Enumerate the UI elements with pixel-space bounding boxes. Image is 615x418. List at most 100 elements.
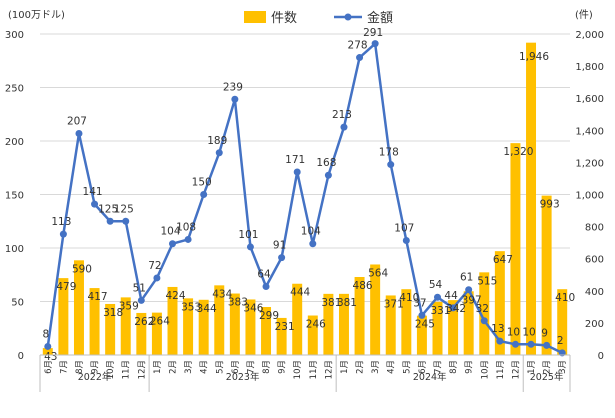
line-point xyxy=(44,342,52,350)
line-data-label: 61 xyxy=(460,272,473,284)
bar-data-label: 479 xyxy=(56,281,76,293)
line-point xyxy=(496,337,504,345)
bar-data-label: 444 xyxy=(290,287,310,299)
bar xyxy=(167,286,178,355)
bar xyxy=(151,312,162,355)
month-label: 8月 xyxy=(75,360,85,374)
month-label: 5月 xyxy=(215,360,225,374)
bar-data-label: 410 xyxy=(555,292,575,304)
left-tick-label: 0 xyxy=(18,351,24,362)
month-label: 2月 xyxy=(543,360,553,374)
bar-data-label: 1,946 xyxy=(519,51,549,63)
bar xyxy=(432,301,443,355)
year-label: 2025年 xyxy=(530,371,564,383)
month-label: 10月 xyxy=(293,360,303,379)
month-label: 4月 xyxy=(387,360,397,374)
bar xyxy=(526,42,537,356)
line-point xyxy=(200,191,208,198)
bar xyxy=(338,293,349,355)
legend-bar-label: 件数 xyxy=(271,11,297,26)
right-axis-unit: (件) xyxy=(575,9,593,21)
line-data-label: 32 xyxy=(476,303,489,315)
line-data-labels: 8113207141125125517210410815018923910164… xyxy=(42,27,563,347)
bar xyxy=(463,291,474,355)
bar-data-label: 397 xyxy=(462,294,482,306)
line-data-label: 101 xyxy=(238,229,258,241)
month-label: 4月 xyxy=(200,360,210,374)
line-point xyxy=(91,200,99,208)
bar-data-label: 564 xyxy=(368,267,388,279)
left-tick-label: 250 xyxy=(5,84,24,95)
month-label: 7月 xyxy=(434,360,444,374)
month-label: 12月 xyxy=(137,360,147,379)
bar-data-label: 331 xyxy=(430,305,450,317)
bar-data-label: 1,320 xyxy=(503,146,533,158)
month-label: 2月 xyxy=(356,360,366,374)
year-label: 2022年 xyxy=(78,371,112,383)
month-label: 6月 xyxy=(231,360,241,374)
line-data-label: 239 xyxy=(223,81,243,93)
bar-data-label: 381 xyxy=(321,297,341,309)
bar xyxy=(42,348,53,355)
bar-data-labels: 4347959041731835926226442435334443438334… xyxy=(44,51,575,363)
bar xyxy=(510,143,521,355)
month-label: 5月 xyxy=(402,360,412,374)
line-series xyxy=(44,40,566,357)
bar-data-label: 590 xyxy=(72,263,92,275)
right-tick-label: 1,000 xyxy=(575,191,604,202)
bar-data-label: 353 xyxy=(181,301,201,313)
line-point xyxy=(371,40,379,48)
month-label: 1月 xyxy=(527,360,537,374)
line-point xyxy=(106,217,114,225)
month-label: 12月 xyxy=(511,360,521,379)
bar-series xyxy=(42,42,568,356)
left-tick-label: 100 xyxy=(5,244,24,255)
series-line xyxy=(46,42,563,354)
line-point xyxy=(169,240,176,248)
line-data-label: 51 xyxy=(133,282,146,294)
bar-data-label: 993 xyxy=(540,199,560,211)
line-data-label: 125 xyxy=(114,203,134,215)
line-data-label: 278 xyxy=(348,40,368,52)
line-data-label: 13 xyxy=(491,323,504,335)
left-axis-unit: (100万ドル) xyxy=(8,10,65,21)
line-data-label: 44 xyxy=(444,290,458,302)
bar xyxy=(557,289,568,355)
month-label: 11月 xyxy=(122,360,132,379)
line-point xyxy=(543,341,551,349)
bar-data-label: 434 xyxy=(212,288,232,300)
bar-data-label: 346 xyxy=(243,302,263,314)
line-point xyxy=(153,274,161,282)
bar xyxy=(354,276,365,355)
line-point xyxy=(527,340,535,348)
month-label: 3月 xyxy=(184,360,194,374)
bar-data-label: 359 xyxy=(119,300,139,312)
bar-data-label: 344 xyxy=(197,303,217,315)
left-tick-label: 50 xyxy=(11,298,24,309)
bar-data-label: 342 xyxy=(446,303,466,315)
line-point xyxy=(278,254,286,262)
bar xyxy=(494,251,505,355)
line-point xyxy=(418,311,426,319)
line-data-label: 10 xyxy=(522,326,535,338)
right-tick-label: 400 xyxy=(585,287,604,298)
bar xyxy=(401,289,412,355)
month-label: 9月 xyxy=(91,360,101,374)
year-label: 2023年 xyxy=(226,371,260,383)
line-data-label: 178 xyxy=(379,147,399,159)
line-point xyxy=(75,130,83,138)
bar-data-label: 264 xyxy=(150,316,170,328)
bar xyxy=(229,293,240,355)
month-label: 1月 xyxy=(153,360,163,374)
right-tick-label: 600 xyxy=(585,255,604,266)
line-data-label: 10 xyxy=(507,326,520,338)
month-label: 1月 xyxy=(340,360,350,374)
line-point xyxy=(122,217,130,225)
line-data-label: 125 xyxy=(98,203,118,215)
line-point xyxy=(434,293,441,301)
right-tick-label: 0 xyxy=(598,351,604,362)
right-tick-label: 1,600 xyxy=(575,94,604,105)
left-tick-label: 200 xyxy=(5,137,24,148)
line-point xyxy=(402,237,410,245)
